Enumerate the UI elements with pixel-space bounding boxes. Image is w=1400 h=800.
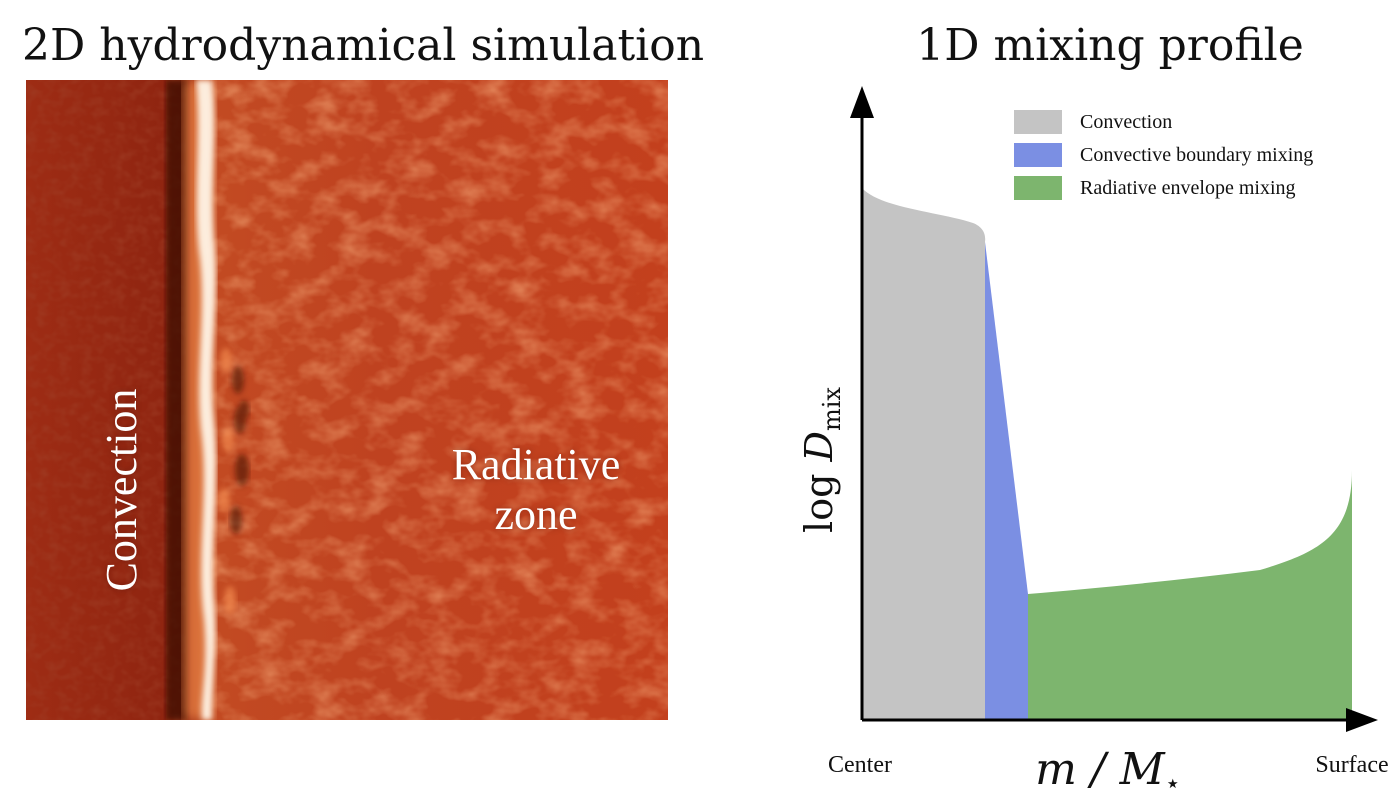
x-axis-center-label: Center <box>828 752 892 778</box>
convection-zone-label: Convection <box>97 388 146 592</box>
y-axis-label: log Dmix <box>797 387 846 533</box>
convection-region <box>862 188 986 720</box>
y-axis-label-prefix: log <box>797 462 841 533</box>
x-axis-label-subscript: ⋆ <box>1165 769 1181 799</box>
simulation-image: Convection Radiative zone <box>26 80 668 720</box>
simulation-panel-title: 2D hydrodynamical simulation <box>22 20 705 71</box>
legend-label-convection: Convection <box>1080 111 1172 133</box>
legend-swatch-convection <box>1014 110 1062 134</box>
legend-label-convective-boundary: Convective boundary mixing <box>1080 144 1313 166</box>
x-axis-label-main: m / M <box>1035 744 1166 795</box>
convective-boundary-region <box>985 242 1028 720</box>
mixing-profile-chart: Convection Convective boundary mixing Ra… <box>797 86 1389 799</box>
legend: Convection Convective boundary mixing Ra… <box>1014 110 1313 200</box>
y-axis-label-subscript: mix <box>818 387 846 431</box>
x-axis-arrowhead <box>1346 708 1378 732</box>
legend-swatch-radiative-envelope <box>1014 176 1062 200</box>
radiative-zone-label-line1: Radiative <box>451 440 621 489</box>
y-axis-label-main: D <box>797 431 841 462</box>
legend-swatch-convective-boundary <box>1014 143 1062 167</box>
legend-label-radiative-envelope: Radiative envelope mixing <box>1080 177 1296 199</box>
x-axis-label: m / M⋆ <box>1035 744 1181 799</box>
radiative-zone-label-line2: zone <box>494 490 578 539</box>
y-axis-arrowhead <box>850 86 874 118</box>
simulation-field <box>26 80 668 720</box>
radiative-envelope-region <box>1028 470 1352 720</box>
mixing-profile-panel-title: 1D mixing profile <box>916 20 1304 71</box>
radiative-zone-label: Radiative zone <box>452 440 621 540</box>
x-axis-surface-label: Surface <box>1315 752 1388 778</box>
